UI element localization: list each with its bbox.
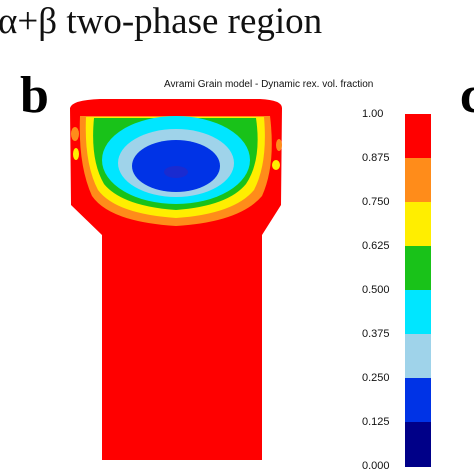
- figure-heading: α+β two-phase region: [0, 1, 323, 42]
- contour-0125: [164, 166, 188, 178]
- colorbar: [405, 114, 431, 467]
- colorbar-tick-label: 0.125: [362, 416, 390, 428]
- colorbar-tick-label: 0.625: [362, 240, 390, 252]
- panel-label-b: b: [20, 67, 49, 124]
- colorbar-band: [405, 202, 431, 247]
- corner-feature-right: [276, 139, 282, 151]
- model-title: Avrami Grain model - Dynamic rex. vol. f…: [164, 79, 374, 90]
- colorbar-band: [405, 246, 431, 291]
- panel-label-c: c: [460, 67, 474, 124]
- corner-feature-left-lower: [73, 148, 79, 160]
- colorbar-band: [405, 290, 431, 335]
- colorbar-tick-label: 0.000: [362, 460, 390, 472]
- colorbar-band: [405, 334, 431, 379]
- colorbar-band: [405, 114, 431, 159]
- colorbar-tick-label: 0.875: [362, 152, 390, 164]
- colorbar-tick-label: 1.00: [362, 108, 384, 120]
- colorbar-band: [405, 422, 431, 467]
- colorbar-band: [405, 378, 431, 423]
- colorbar-tick-label: 0.250: [362, 372, 390, 384]
- colorbar-band: [405, 158, 431, 203]
- colorbar-tick-label: 0.750: [362, 196, 390, 208]
- corner-feature-right-lower: [272, 160, 280, 170]
- colorbar-tick-label: 0.500: [362, 284, 390, 296]
- corner-feature-left: [71, 127, 79, 141]
- colorbar-tick-label: 0.375: [362, 328, 390, 340]
